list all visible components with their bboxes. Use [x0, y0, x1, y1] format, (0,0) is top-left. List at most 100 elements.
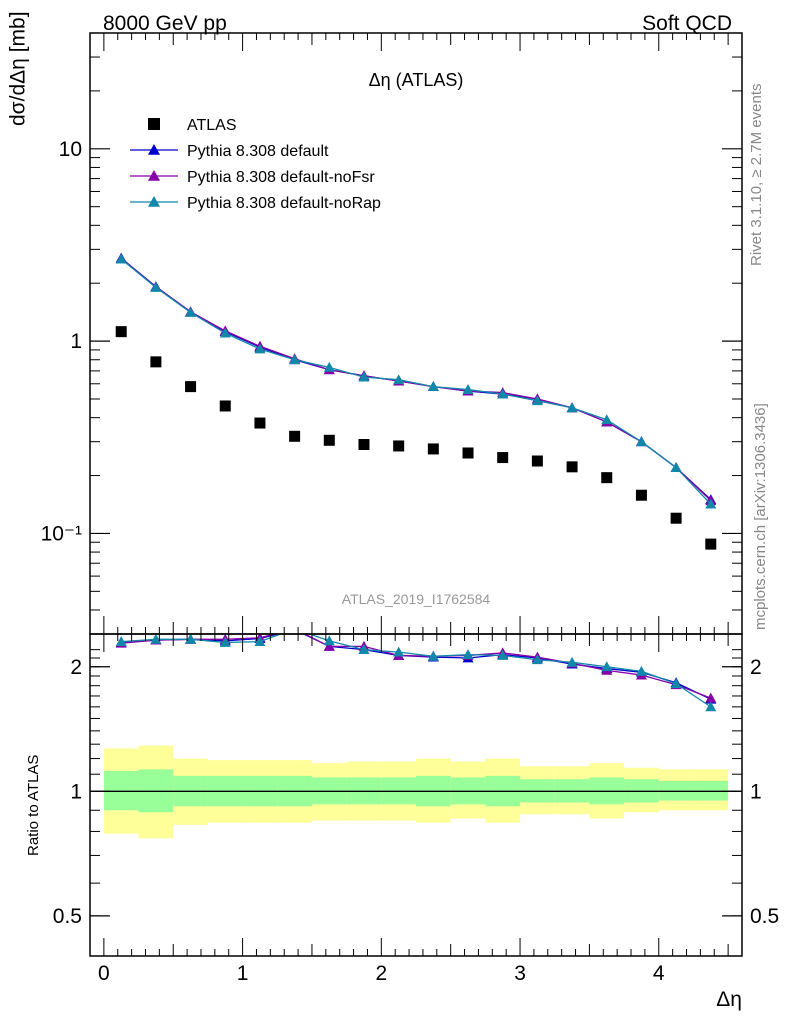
ratio-point [393, 646, 405, 657]
header-right-label: Soft QCD [642, 12, 732, 35]
legend-entry: Pythia 8.308 default [130, 143, 329, 160]
x-tick-label: 4 [653, 962, 665, 985]
legend-marker [148, 196, 160, 207]
data-point [358, 439, 370, 451]
ratio-point [635, 665, 647, 676]
main-y-axis-label-text: dσ/dΔη [mb] [6, 11, 29, 126]
main-y-axis-label: dσ/dΔη [mb] [6, 11, 29, 126]
data-point [254, 343, 266, 354]
series-pythia-8-308-default-nofsr [115, 253, 717, 506]
data-point [185, 306, 197, 317]
data-point [635, 436, 647, 447]
legend-label: Pythia 8.308 default-noRap [187, 195, 381, 212]
ratio-point [323, 635, 335, 646]
x-tick-label: 3 [514, 962, 526, 985]
data-point [289, 430, 301, 442]
x-tick-label: 0 [98, 962, 110, 985]
data-point [115, 253, 127, 264]
main-axis-ticks: 10 1 10⁻¹ [41, 32, 742, 635]
ratio-frame [89, 633, 743, 957]
ratio-point [427, 650, 439, 661]
x-axis-label: Δη [716, 988, 742, 1011]
ratio-point [219, 636, 231, 647]
data-point [219, 400, 231, 412]
ratio-line [121, 634, 712, 708]
legend-label: Pythia 8.308 default [187, 143, 329, 160]
data-point [531, 455, 543, 467]
data-point [393, 374, 405, 385]
ratio-point [670, 678, 682, 689]
data-point [705, 498, 717, 509]
data-point [601, 472, 613, 484]
data-point [219, 327, 231, 338]
data-point [462, 384, 474, 394]
series-pythia-8-308-default-norap [115, 253, 717, 509]
ratio-point [358, 644, 370, 655]
data-point [323, 361, 335, 372]
ratio-y-tick-label-left: 1 [70, 780, 82, 803]
x-tick-label: 1 [237, 962, 249, 985]
ratio-line [121, 634, 712, 700]
data-point [670, 512, 682, 524]
ratio-series-layer [115, 634, 717, 712]
legend-entry: ATLAS [148, 117, 237, 134]
data-point [150, 356, 162, 368]
header-left-label: 8000 GeV pp [103, 12, 227, 35]
ratio-y-tick-label-right: 1 [750, 780, 762, 803]
ratio-axis-ticks: 2 2 1 1 0.5 0.5 0 1 2 3 4 [53, 634, 779, 985]
legend: ATLAS Pythia 8.308 default Pythia 8.308 de… [130, 117, 381, 212]
data-point [635, 489, 647, 501]
data-point [670, 462, 682, 472]
legend-label: ATLAS [187, 117, 237, 134]
analysis-watermark: ATLAS_2019_I1762584 [342, 591, 491, 607]
rivet-label: Rivet 3.1.10, ≥ 2.7M events [748, 84, 765, 267]
main-y-tick-label: 10 [59, 138, 82, 161]
data-point [427, 443, 439, 455]
data-point [185, 381, 197, 393]
data-point [705, 538, 717, 550]
series-line [120, 258, 712, 502]
ratio-point [531, 654, 543, 665]
ratio-point [462, 649, 474, 660]
main-series-layer [115, 252, 717, 550]
data-point [358, 371, 370, 382]
ratio-panel: 2 2 1 1 0.5 0.5 0 1 2 3 4 Ratio to ATLAS Δη [25, 633, 779, 1011]
legend-label: Pythia 8.308 default-noFsr [187, 169, 375, 186]
main-y-tick-label: 10⁻¹ [41, 522, 82, 545]
series-line [120, 258, 712, 505]
data-point [289, 354, 301, 365]
x-tick-label: 2 [375, 962, 387, 985]
ratio-y-tick-label-left: 0.5 [53, 905, 82, 928]
mcplots-label: mcplots.cern.ch [arXiv:1306.3436] [752, 403, 769, 630]
legend-marker [148, 144, 160, 155]
ratio-y-tick-label-right: 0.5 [750, 905, 779, 928]
main-title: Δη (ATLAS) [369, 70, 464, 90]
ratio-point [705, 692, 717, 703]
data-point [531, 395, 543, 406]
ratio-point [185, 634, 197, 644]
main-y-tick-label: 1 [70, 330, 82, 353]
ratio-series-pythia-8-308-default-nofsr [115, 634, 717, 703]
data-point [497, 452, 509, 464]
legend-marker [148, 170, 160, 181]
ratio-point [323, 640, 335, 651]
ratio-point [601, 661, 613, 672]
series-line [120, 257, 712, 501]
ratio-point [705, 701, 717, 712]
data-point [462, 447, 474, 459]
data-point [427, 381, 439, 392]
ratio-point [566, 656, 578, 667]
data-point [601, 414, 613, 425]
data-point [254, 417, 266, 429]
ratio-y-axis-label: Ratio to ATLAS [25, 755, 42, 856]
inner-band-segment [103, 770, 139, 811]
ratio-series-pythia-8-308-default-norap [115, 634, 717, 712]
ratio-y-tick-label-right: 2 [750, 656, 762, 679]
ratio-y-tick-label-left: 2 [70, 656, 82, 679]
data-point [323, 434, 335, 446]
ratio-point [497, 649, 509, 660]
data-point [115, 326, 127, 338]
main-panel: 10 1 10⁻¹ Δη (ATLAS) ATLAS_2019_I1762584 d… [6, 11, 743, 635]
data-point [150, 282, 162, 292]
